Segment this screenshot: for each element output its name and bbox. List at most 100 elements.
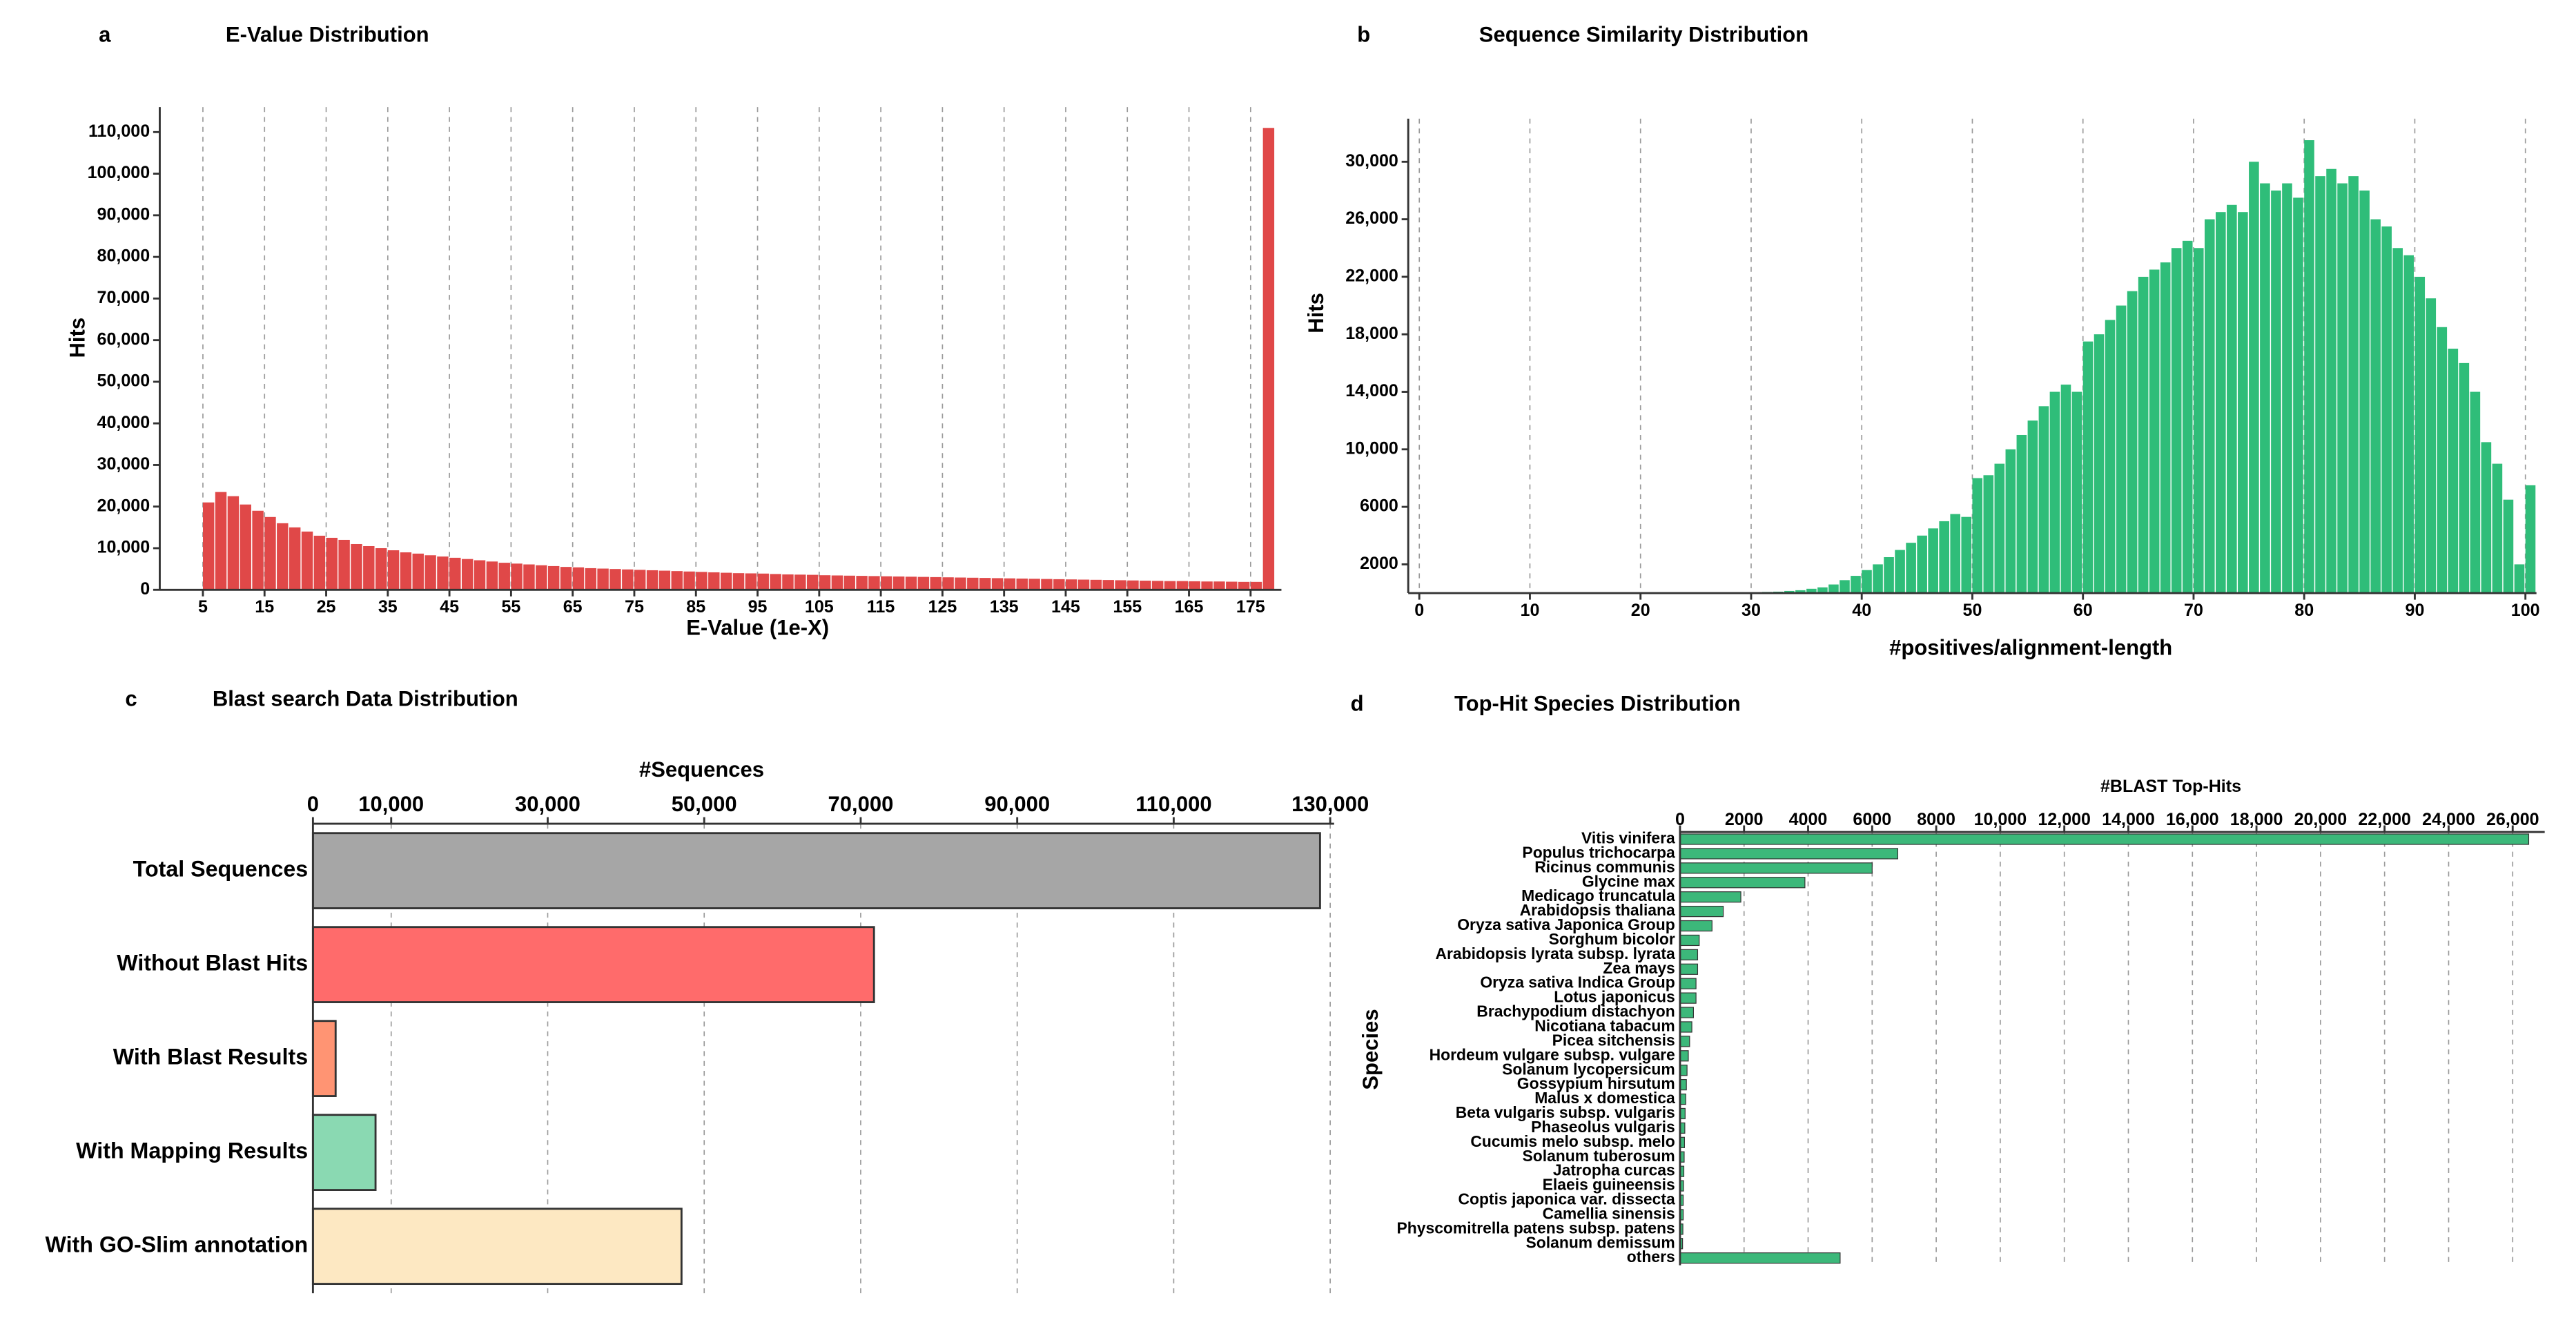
category-label: Nicotiana tabacum (1534, 1017, 1675, 1035)
bar (979, 578, 991, 590)
y-tick-label: 26,000 (1345, 209, 1398, 228)
x-tick-label: 90,000 (984, 792, 1050, 816)
x-tick-label: 30,000 (515, 792, 580, 816)
x-tick-label: 4000 (1789, 810, 1828, 829)
bar (1950, 514, 1961, 594)
bar (1213, 581, 1225, 590)
bar (1065, 579, 1077, 590)
bar (843, 575, 855, 590)
bar (2403, 255, 2414, 594)
bar (536, 565, 547, 590)
bar (757, 573, 769, 590)
category-label: Vitis vinifera (1581, 829, 1675, 847)
x-tick-label: 135 (990, 597, 1019, 617)
bar (1939, 521, 1949, 594)
bar (375, 548, 387, 590)
category-label: Solanum lycopersicum (1502, 1060, 1675, 1078)
bar (881, 576, 892, 590)
x-tick-label: 14,000 (2102, 810, 2155, 829)
bar (437, 556, 449, 590)
category-label: With Blast Results (113, 1045, 308, 1069)
bar (363, 545, 375, 590)
x-tick-label: 70 (2184, 601, 2203, 620)
bar (1262, 128, 1275, 590)
bar (1679, 1021, 1692, 1033)
bar (486, 561, 498, 590)
x-tick-label: 30 (1741, 601, 1761, 620)
x-tick-label: 5 (198, 597, 208, 617)
bar (1784, 590, 1795, 594)
bar (1679, 905, 1724, 918)
y-tick-label: 2000 (1360, 554, 1398, 573)
category-label: others (1627, 1248, 1675, 1266)
category-label: Lotus japonicus (1554, 988, 1675, 1006)
bar (2227, 204, 2237, 594)
y-tick-label: 40,000 (97, 413, 150, 432)
y-axis-title: Species (1358, 1009, 1383, 1089)
x-axis-title: #BLAST Top-Hits (2100, 777, 2241, 796)
bar (1679, 1065, 1688, 1076)
bar (1679, 978, 1697, 989)
bar (819, 575, 831, 590)
bar (1679, 877, 1806, 889)
x-tick-label: 60 (2074, 601, 2093, 620)
y-axis-title: Hits (66, 318, 90, 358)
bar (2293, 197, 2303, 594)
bar (289, 527, 301, 590)
x-tick-label: 16,000 (2166, 810, 2219, 829)
bar (2094, 334, 2105, 594)
bar (609, 569, 621, 590)
x-tick-label: 115 (867, 597, 895, 617)
bar (2016, 434, 2027, 594)
category-label: Physcomitrella patens subsp. patens (1396, 1219, 1675, 1237)
x-tick-label: 175 (1236, 597, 1265, 617)
x-tick-label: 100 (2511, 601, 2540, 620)
x-tick-label: 0 (1414, 601, 1424, 620)
bar (311, 832, 1321, 909)
y-tick-label: 30,000 (1345, 151, 1398, 171)
bar (892, 576, 905, 590)
panel-label: a (99, 23, 111, 47)
bar (708, 572, 720, 590)
panel-label: c (125, 686, 137, 710)
bar (1679, 891, 1741, 903)
bar (2138, 276, 2149, 594)
bar (2525, 485, 2536, 594)
x-tick-label: 70,000 (828, 792, 894, 816)
y-tick-label: 22,000 (1345, 266, 1398, 286)
bar (311, 926, 875, 1003)
bar (683, 571, 695, 590)
bar (585, 568, 596, 590)
y-tick-label: 80,000 (97, 246, 150, 266)
bar (2105, 320, 2116, 594)
category-label: Picea sitchensis (1552, 1031, 1675, 1049)
panel-label: d (1351, 692, 1364, 716)
y-tick-label: 110,000 (88, 122, 150, 141)
bar (1806, 588, 1817, 594)
bar (474, 560, 486, 590)
x-tick-label: 40 (1852, 601, 1871, 620)
bar (2204, 219, 2215, 594)
bar (1238, 581, 1250, 590)
x-tick-label: 2000 (1725, 810, 1764, 829)
category-label: Elaeis guineensis (1543, 1176, 1675, 1194)
bar (2071, 391, 2082, 594)
x-tick-label: 10 (1521, 601, 1540, 620)
bar (622, 569, 634, 590)
bar (2315, 176, 2325, 594)
bar (1115, 580, 1126, 590)
bar (868, 576, 880, 590)
x-tick-label: 15 (255, 597, 274, 617)
bar (905, 576, 917, 590)
bar (252, 510, 264, 590)
bar (1016, 579, 1028, 590)
bar (1895, 550, 1905, 594)
bar (2304, 140, 2314, 594)
bar (2271, 190, 2281, 594)
x-tick-label: 18,000 (2230, 810, 2283, 829)
bar (1906, 543, 1916, 594)
bar (215, 492, 227, 590)
bar (831, 575, 843, 590)
bar (967, 577, 979, 590)
bar (1679, 920, 1713, 932)
